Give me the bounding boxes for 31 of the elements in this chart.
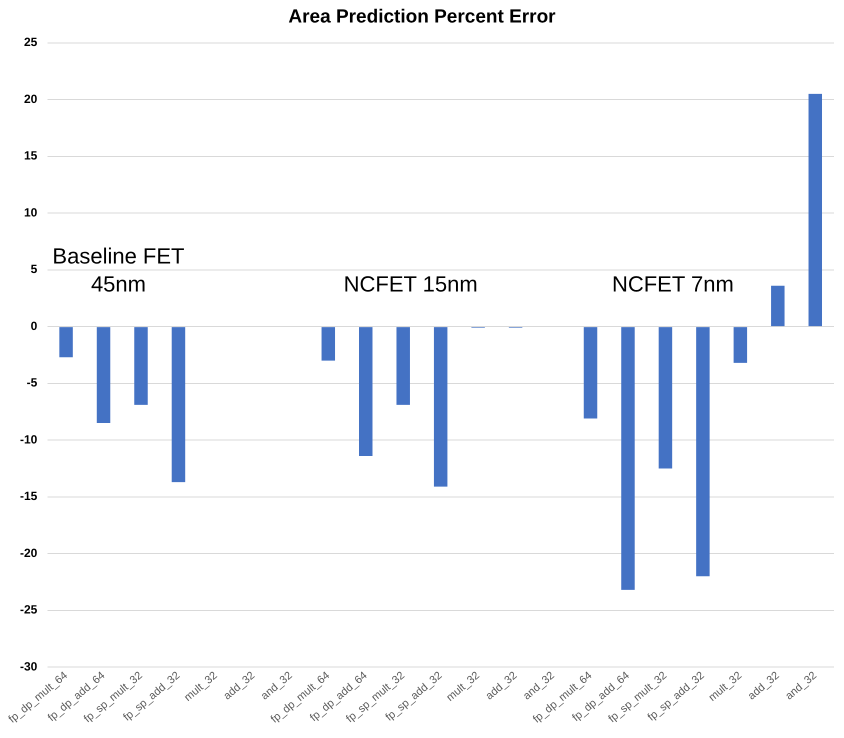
bar	[59, 327, 73, 358]
bar	[771, 286, 785, 326]
y-tick-label: 15	[24, 148, 38, 163]
bar	[696, 327, 710, 576]
y-tick-label: 0	[30, 318, 38, 333]
bar	[584, 327, 598, 419]
y-tick-label: -15	[20, 489, 38, 504]
annotation: NCFET 15nm	[344, 272, 478, 297]
y-tick-label: 5	[30, 262, 38, 276]
chart-title: Area Prediction Percent Error	[288, 6, 556, 28]
bar	[172, 327, 186, 482]
y-tick-label: -10	[20, 432, 38, 446]
bar	[396, 327, 410, 405]
bar	[322, 327, 336, 361]
bar	[734, 327, 748, 363]
y-tick-label: 10	[24, 205, 38, 220]
annotation: Baseline FET 45nm	[52, 244, 184, 297]
y-tick-label: -5	[26, 376, 38, 390]
bar	[434, 327, 448, 487]
y-tick-label: -20	[20, 546, 38, 560]
bar	[658, 327, 672, 468]
annotation: NCFET 7nm	[612, 272, 734, 297]
y-tick-label: 25	[24, 35, 38, 50]
y-tick-label: -30	[20, 659, 38, 674]
y-tick-label: 20	[24, 92, 38, 106]
y-tick-label: -25	[20, 602, 38, 617]
bar	[134, 327, 148, 405]
bar	[359, 327, 372, 456]
bar	[96, 327, 110, 424]
bar	[808, 94, 822, 326]
bar	[621, 327, 635, 590]
